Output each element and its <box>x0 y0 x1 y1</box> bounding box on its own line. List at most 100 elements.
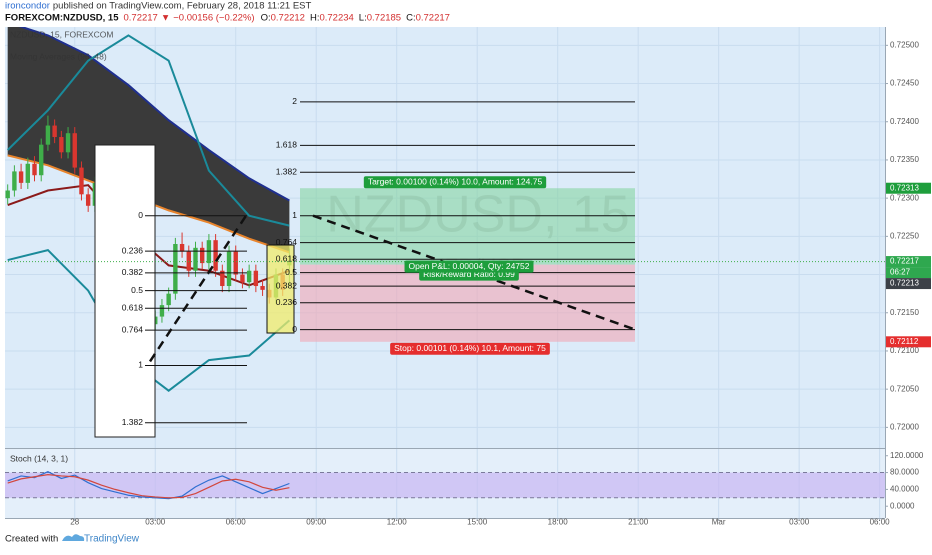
pnl-label: Open P&L: 0.00004, Qty: 24752 <box>409 261 530 271</box>
published-text: published on TradingView.com, February 2… <box>53 1 312 12</box>
x-tick-label: 28 <box>70 518 79 527</box>
candle-body <box>260 286 265 290</box>
ohlc-value: 0.72217 <box>416 13 450 24</box>
candle-body <box>246 270 252 283</box>
y-tick-label: 0.72350 <box>890 155 919 164</box>
stop-price: 0.72112 <box>890 337 919 346</box>
pnl-label-bg <box>404 260 534 273</box>
candle-body <box>179 243 185 252</box>
profit-zone <box>300 188 635 265</box>
candle-body <box>39 144 44 176</box>
fib-label: 1.382 <box>276 166 298 176</box>
legend-entry: NZDUSD, 15, FOREXCOM <box>10 29 113 39</box>
candle-body <box>72 133 77 168</box>
fib-label: 0.764 <box>276 237 298 247</box>
y-tick-label: 0.72250 <box>890 231 919 240</box>
y-tick-label: 40.0000 <box>890 484 919 493</box>
candle-body <box>25 163 31 183</box>
highlight-box <box>266 244 295 334</box>
y-tick-label: 0.72150 <box>890 308 919 317</box>
candle-body <box>5 190 10 199</box>
candle-body <box>79 167 84 195</box>
countdown-bg <box>886 267 931 279</box>
fib-label: 0.764 <box>122 324 144 334</box>
x-tick-label: 18:00 <box>548 518 569 527</box>
x-tick-label: 03:00 <box>145 518 166 527</box>
footer-brand[interactable]: TradingView <box>84 534 140 545</box>
y-tick-label: 120.0000 <box>890 451 924 460</box>
indicator-line <box>6 34 290 227</box>
ohlc-value: 0.72234 <box>319 13 353 24</box>
x-tick-label: 06:00 <box>226 518 247 527</box>
fib-label: 1.382 <box>122 417 144 427</box>
candle-body <box>59 137 64 153</box>
author-link[interactable]: ironcondor <box>5 1 50 12</box>
last-price: 0.72217 <box>123 13 157 24</box>
stoch-title: Stoch (14, 3, 1) <box>10 453 68 463</box>
x-tick-label: Mar <box>712 518 726 527</box>
fib-label: 0.618 <box>122 303 144 313</box>
fib-label: 2 <box>292 96 297 106</box>
target-price: 0.72313 <box>890 183 919 192</box>
y-tick-label: 0.72500 <box>890 40 919 49</box>
fib-label: 1.618 <box>276 140 298 150</box>
ohlc-label: C: <box>406 13 416 24</box>
y-tick-label: 0.0000 <box>890 501 915 510</box>
x-tick-label: 03:00 <box>789 518 810 527</box>
target-label: Target: 0.00100 (0.14%) 10.0, Amount: 12… <box>368 176 543 186</box>
candle-body <box>199 247 205 264</box>
candle-body <box>65 133 71 153</box>
fib-label: 0.5 <box>131 285 143 295</box>
fib-label: 0.382 <box>122 267 144 277</box>
candle-body <box>173 243 178 294</box>
candle-body <box>12 171 17 191</box>
ohlc-label: H: <box>310 13 320 24</box>
ohlc-value: 0.72185 <box>367 13 401 24</box>
stop-price-bg <box>886 336 931 348</box>
stop-label: Stop: 0.00101 (0.14%) 10.1, Amount: 75 <box>394 343 546 353</box>
candle-body <box>240 274 245 283</box>
target-label-bg <box>363 176 547 189</box>
cloud-fill <box>7 27 290 253</box>
y-tick-label: 0.72400 <box>890 117 919 126</box>
x-tick-label: 09:00 <box>306 518 327 527</box>
stoch-band <box>5 472 885 498</box>
fib-label: 1 <box>292 210 297 220</box>
fib-label: 0.236 <box>276 297 298 307</box>
candle-body <box>220 270 225 287</box>
y-tick-label: 0.72000 <box>890 422 919 431</box>
candle-body <box>159 305 165 317</box>
y-tick-label: 80.0000 <box>890 468 919 477</box>
x-tick-label: 06:00 <box>870 518 891 527</box>
countdown: 06:27 <box>890 268 911 277</box>
candle-body <box>233 251 238 275</box>
x-tick-label: 12:00 <box>387 518 408 527</box>
candle-body <box>18 171 24 183</box>
candle-body <box>193 247 198 271</box>
y-tick-label: 0.72300 <box>890 193 919 202</box>
rr-label: Risk/Reward Ratio: 0.99 <box>423 269 515 279</box>
fib-label: 0.618 <box>276 253 298 263</box>
candle-body <box>166 293 171 306</box>
fib-label: 0.5 <box>285 267 297 277</box>
legend-entry: Moving Averages (96, 48) <box>10 51 107 61</box>
x-tick-label: 21:00 <box>628 518 649 527</box>
candle-body <box>253 270 259 287</box>
symbol: FOREXCOM:NZDUSD, 15 <box>5 13 119 24</box>
fib-label: 0.382 <box>276 280 298 290</box>
footer-created: Created with <box>5 534 58 545</box>
ohlc-label: O: <box>261 13 271 24</box>
stop-label-bg <box>390 342 550 355</box>
ohlc-value: 0.72212 <box>271 13 305 24</box>
fib-label: 0.236 <box>122 245 144 255</box>
y-tick-label: 0.72050 <box>890 384 919 393</box>
fib-label: 1 <box>138 360 143 370</box>
change-arrow: ▼ <box>161 13 170 24</box>
candle-body <box>45 125 51 145</box>
entry-price-bg <box>886 278 931 290</box>
fib-label: 0 <box>138 210 143 220</box>
cloud-upper <box>18 27 290 202</box>
x-tick-label: 15:00 <box>467 518 488 527</box>
target-price-bg <box>886 182 931 194</box>
